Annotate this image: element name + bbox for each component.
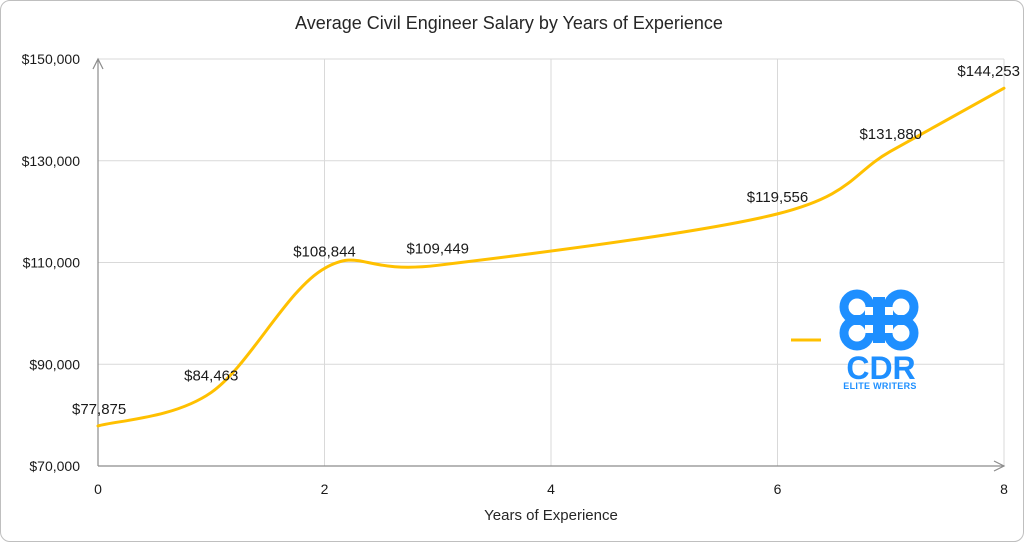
axes <box>92 57 1006 472</box>
x-axis-arrow <box>993 460 1006 472</box>
x-tick-label: 0 <box>94 481 102 497</box>
y-tick-label: $90,000 <box>29 356 80 372</box>
y-axis-arrow <box>92 57 104 70</box>
x-tick-label: 8 <box>1000 481 1008 497</box>
data-label: $109,449 <box>406 240 469 257</box>
data-label: $144,253 <box>957 63 1020 80</box>
salary-line <box>96 86 1006 428</box>
x-tick-label: 2 <box>321 481 329 497</box>
y-tick-label: $150,000 <box>22 51 81 67</box>
cdr-logo-icon: CDR <box>839 289 919 386</box>
tick-labels: $70,000 $90,000 $110,000 $130,000 $150,000 0 2… <box>22 51 1009 497</box>
chart-title: Average Civil Engineer Salary by Years o… <box>295 13 723 33</box>
y-tick-label: $130,000 <box>22 153 81 169</box>
data-label: $84,463 <box>184 367 238 384</box>
logo-tagline: ELITE WRITERS <box>843 381 917 391</box>
logo-text: CDR <box>846 350 915 386</box>
data-label: $108,844 <box>293 243 356 260</box>
data-labels: $77,875 $84,463 $108,844 $109,449 $119,556 $1… <box>72 63 1020 418</box>
x-axis-title: Years of Experience <box>484 507 618 524</box>
data-label: $131,880 <box>859 126 922 143</box>
data-label: $77,875 <box>72 401 126 418</box>
data-label: $119,556 <box>747 189 808 206</box>
x-tick-label: 6 <box>774 481 782 497</box>
grid <box>98 58 1005 466</box>
y-tick-label: $70,000 <box>29 458 80 474</box>
y-tick-label: $110,000 <box>23 255 81 271</box>
x-tick-label: 4 <box>547 481 555 497</box>
